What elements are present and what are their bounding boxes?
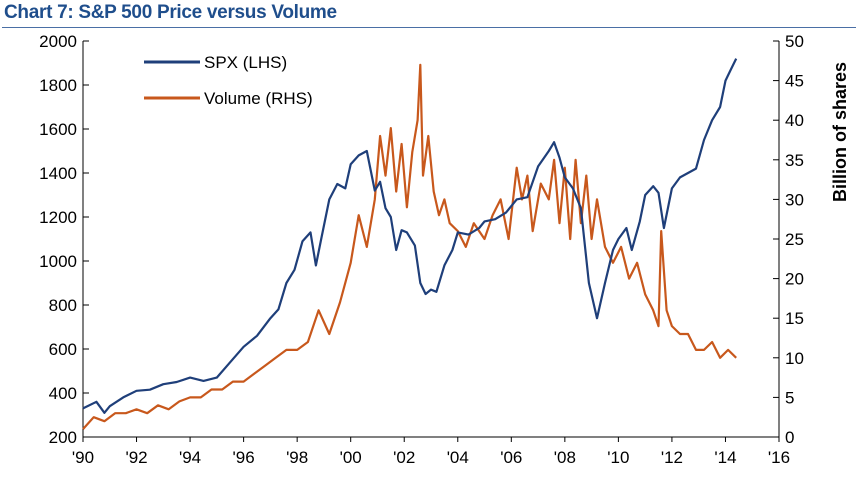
x-tick-label: '90 [72,448,94,467]
y2-tick-label: 25 [785,230,804,249]
ticks-layer: 200 400 600 800 1000 1200 1400 1600 1800 2000 0 5 10… [39,32,804,467]
x-tick-label: '04 [447,448,469,467]
x-tick-label: '08 [554,448,576,467]
series-layer [82,58,738,430]
y2-tick-label: 40 [785,111,804,130]
y-tick-label: 1200 [39,208,77,227]
y2-tick-label: 35 [785,151,804,170]
x-tick-label: '94 [179,448,201,467]
legend-label: SPX (LHS) [204,53,287,72]
legend-label: Volume (RHS) [204,89,313,108]
y-tick-label: 800 [49,296,77,315]
y2-tick-label: 30 [785,190,804,209]
chart-title: Chart 7: S&P 500 Price versus Volume [4,2,337,23]
x-tick-label: '96 [233,448,255,467]
y2-tick-label: 0 [785,428,794,447]
y2-axis-label: Billion of shares [830,62,850,202]
x-tick-label: '02 [393,448,415,467]
x-tick-label: '06 [500,448,522,467]
y2-tick-label: 5 [785,388,794,407]
y2-tick-label: 10 [785,349,804,368]
x-tick-label: '10 [607,448,629,467]
y2-tick-label: 20 [785,270,804,289]
y-tick-label: 2000 [39,32,77,51]
series-line-spx [82,58,738,414]
y-tick-label: 200 [49,428,77,447]
x-tick-label: '92 [125,448,147,467]
x-tick-label: '16 [768,448,790,467]
y-tick-label: 1600 [39,120,77,139]
y-tick-label: 1800 [39,76,77,95]
y2-tick-label: 50 [785,32,804,51]
legend-item-spx: SPX (LHS) [144,53,287,72]
legend-item-volume: Volume (RHS) [144,89,313,108]
x-tick-label: '98 [286,448,308,467]
y-tick-label: 1400 [39,164,77,183]
y-tick-label: 400 [49,384,77,403]
x-tick-label: '14 [714,448,736,467]
x-tick-label: '12 [661,448,683,467]
legend: SPX (LHS) Volume (RHS) [144,53,313,108]
x-tick-label: '00 [340,448,362,467]
series-line-volume [82,63,737,430]
y2-tick-label: 15 [785,309,804,328]
y2-tick-label: 45 [785,72,804,91]
title-rule [2,27,856,28]
y-tick-label: 600 [49,340,77,359]
y-tick-label: 1000 [39,252,77,271]
